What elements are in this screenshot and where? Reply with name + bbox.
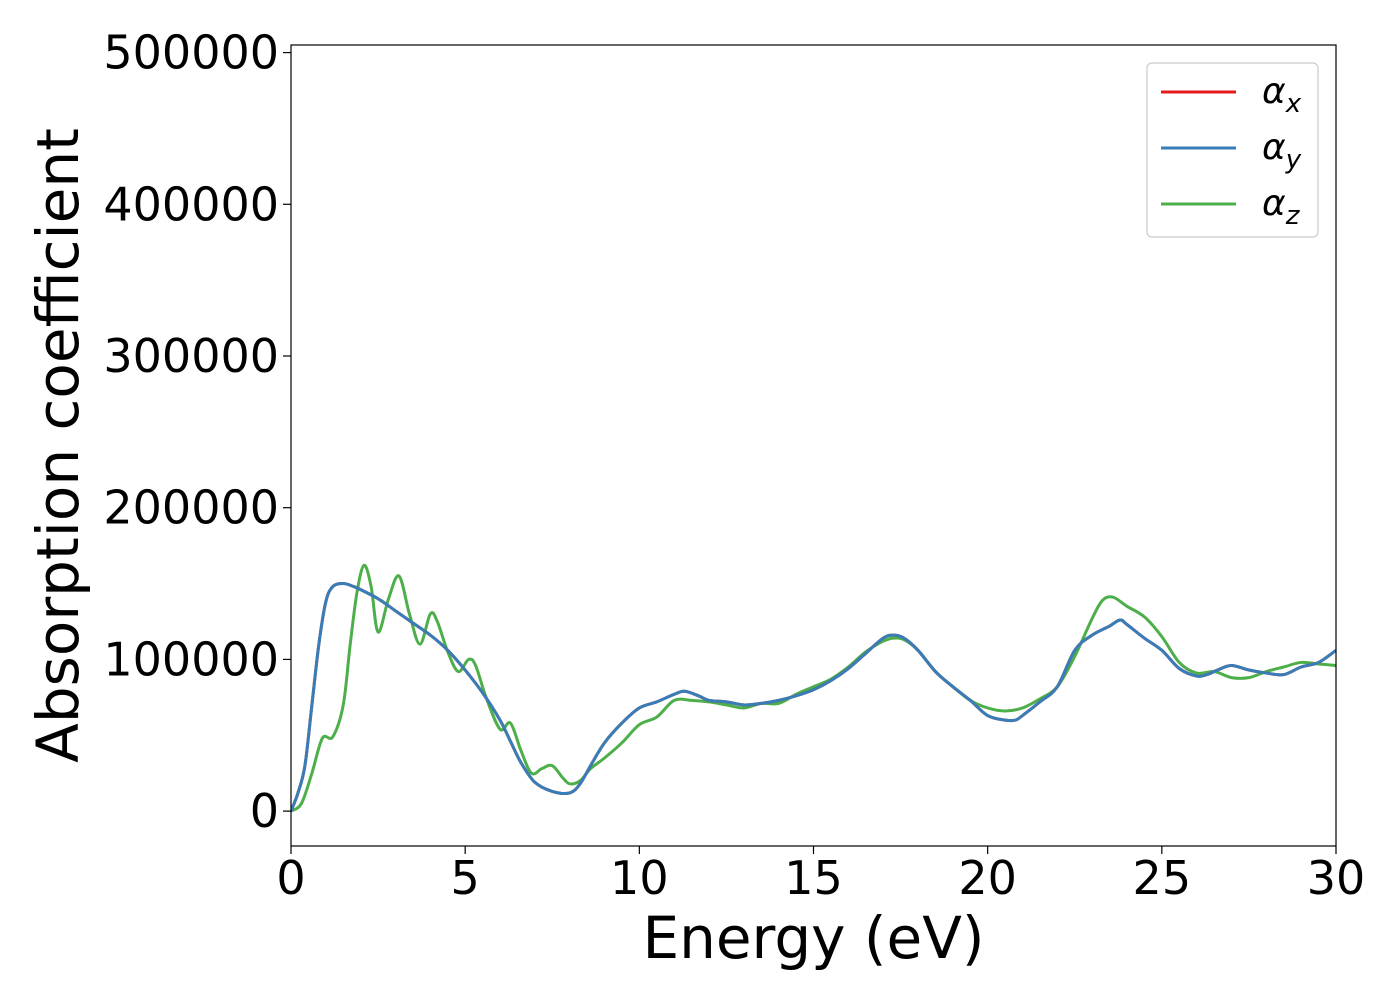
series-line-x — [291, 582, 1336, 812]
x-tick-label: 20 — [958, 851, 1017, 905]
y-tick-label: 200000 — [103, 481, 279, 535]
y-axis-label: Absorption coefficient — [24, 128, 92, 763]
y-tick-label: 100000 — [103, 632, 279, 686]
y-axis-ticks: 0 100000 200000 300000 400000 500000 — [103, 26, 291, 838]
x-tick-label: 5 — [451, 851, 480, 905]
x-axis-label: Energy (eV) — [642, 904, 984, 972]
x-axis-ticks: 0 5 10 15 20 25 30 — [276, 846, 1365, 905]
legend-box — [1146, 62, 1319, 238]
x-tick-label: 15 — [784, 851, 843, 905]
y-tick-label: 500000 — [103, 26, 279, 80]
y-tick-label: 400000 — [103, 177, 279, 231]
legend-label-z: αz — [1262, 183, 1301, 231]
x-tick-label: 25 — [1133, 851, 1192, 905]
legend-label-x: αx — [1262, 71, 1302, 119]
series-layer — [291, 563, 1336, 813]
y-tick-label: 0 — [250, 784, 279, 838]
legend: αx αy αz — [1146, 62, 1319, 238]
series-line-y — [291, 582, 1336, 812]
x-tick-label: 10 — [610, 851, 669, 905]
y-tick-label: 300000 — [103, 329, 279, 383]
legend-label-y: αy — [1262, 127, 1302, 175]
x-tick-label: 30 — [1307, 851, 1366, 905]
x-tick-label: 0 — [276, 851, 305, 905]
